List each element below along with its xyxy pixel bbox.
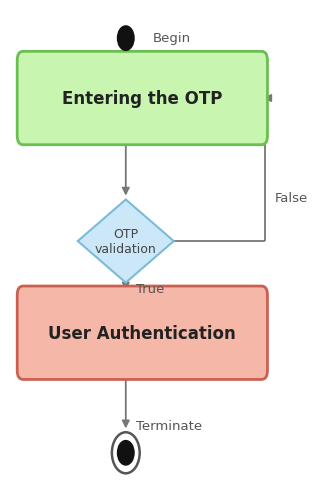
Text: Entering the OTP: Entering the OTP — [62, 90, 222, 108]
FancyBboxPatch shape — [17, 52, 267, 145]
Text: Begin: Begin — [152, 32, 190, 45]
Text: OTP
validation: OTP validation — [95, 227, 157, 256]
Text: True: True — [136, 283, 164, 295]
Circle shape — [118, 441, 134, 465]
Text: False: False — [275, 191, 308, 204]
Polygon shape — [78, 200, 174, 283]
Circle shape — [112, 432, 140, 473]
Circle shape — [118, 27, 134, 51]
FancyBboxPatch shape — [17, 286, 267, 380]
Text: User Authentication: User Authentication — [48, 324, 236, 342]
Text: Terminate: Terminate — [136, 420, 202, 432]
